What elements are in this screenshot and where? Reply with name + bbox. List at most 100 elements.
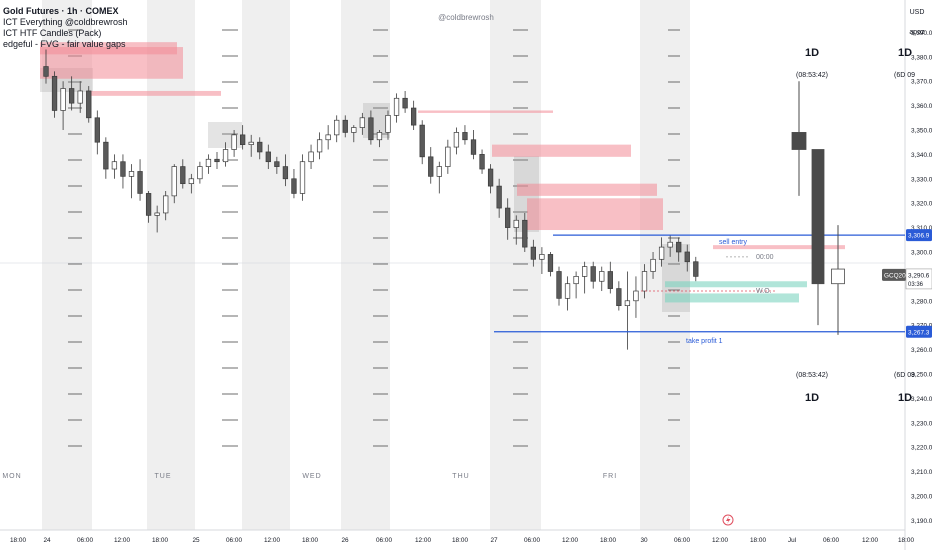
htf-candle-2 [831,225,845,335]
price-tick-label: 3,190.0 [911,518,932,525]
time-tick-label: 06:00 [823,537,839,544]
candle-42 [402,90,408,113]
price-axis[interactable]: 3,390.0 3,380.0 3,370.0 3,360.0 3,350.0 3,340… [882,30,932,525]
event-icon[interactable] [722,514,734,526]
candle-4 [77,81,83,113]
candle-38 [368,110,374,145]
price-tick-label: 3,370.0 [911,79,932,86]
htf-timeframe-bottom-right: 1D [898,392,912,404]
price-tick-label: 3,240.0 [911,396,932,403]
time-tick-label: 18:00 [898,537,914,544]
candle-40 [385,110,391,140]
candle-0 [43,49,49,84]
candle-35 [342,115,348,138]
price-tick-label: 3,280.0 [911,298,932,305]
candle-1 [51,71,58,118]
candle-45 [428,147,434,184]
fvg-zone-5 [517,183,657,196]
time-tick-label: 06:00 [674,537,690,544]
candle-47 [445,139,451,174]
price-tick-label: 3,310.0 [911,225,932,232]
candle-2 [60,81,66,130]
price-tick-label: 3,380.0 [911,54,932,61]
svg-text:3,290.6: 3,290.6 [908,272,930,279]
day-label-fri: FRI [603,473,617,480]
price-tick-label: 3,340.0 [911,152,932,159]
svg-text:3,306.9: 3,306.9 [908,233,930,240]
candle-29 [291,169,297,199]
candle-48 [453,127,460,155]
time-tick-label: 06:00 [524,537,540,544]
htf-countdown-top: (08:53:42) [796,72,828,79]
indicator-3[interactable]: edgeful - FVG - fair value gaps [3,39,126,49]
candle-6 [94,110,100,155]
time-tick-label: 06:00 [226,537,242,544]
candle-22 [231,129,237,157]
candle-7 [103,137,109,179]
candle-71 [650,251,656,279]
candle-21 [222,142,229,167]
candle-55 [513,215,519,245]
fair-value-gaps [40,42,663,231]
indicator-1[interactable]: ICT Everything @coldbrewrosh [3,17,128,27]
candle-14 [163,190,169,221]
time-axis[interactable]: 18:00 24 06:00 12:00 18:00 25 06:00 12:00 18:00 2… [10,537,914,544]
current-price-tag[interactable]: 3,290.6 03:36 [905,268,932,290]
candle-74 [676,237,682,262]
candle-65 [599,266,605,292]
candle-23 [240,125,246,150]
price-tick-label: 3,210.0 [911,469,932,476]
candle-28 [282,154,289,187]
candle-59 [547,251,554,277]
day-label-tue: TUE [155,473,172,480]
candle-54 [505,198,511,240]
target-zone-upper [665,281,807,288]
symbol-tag[interactable]: GCQ2025 [882,268,913,281]
time-tick-label: 18:00 [750,537,766,544]
session-band-1 [147,0,195,530]
htf-timeframe-bottom: 1D [805,392,819,404]
time-tick-label: 25 [192,537,200,544]
take-profit-price-tag[interactable]: 3,267.3 [906,325,932,338]
trade-levels[interactable]: sell entry take profit 1 00:00 W.O. [494,234,905,345]
candle-67 [616,281,622,311]
candle-57 [530,239,536,267]
svg-text:03:36: 03:36 [908,282,924,288]
sell-entry-label: sell entry [719,239,748,246]
candle-18 [197,161,203,184]
candle-20 [214,151,220,170]
candle-32 [316,132,323,160]
session-band-5 [640,0,690,530]
candle-3 [68,76,75,111]
candle-62 [573,271,579,299]
time-tick-label: 18:00 [302,537,318,544]
candle-16 [180,159,186,189]
htf-countdown-bottom-right: (6D 09 [894,372,915,379]
htf-candles-panel: 1D 1D (08:53:42) (6D 09 (08:53:42) (6D 09 1D 1D [791,47,915,404]
time-tick-label: 24 [43,537,51,544]
sell-entry-price-tag[interactable]: 3,306.9 [906,229,932,242]
axis-mode-label[interactable]: apoz [909,29,925,36]
time-tick-label: 30 [640,537,648,544]
candle-56 [522,212,528,252]
day-label-thu: THU [452,473,469,480]
candle-66 [607,261,613,294]
candle-27 [274,156,280,174]
htf-countdown-bottom: (08:53:42) [796,372,828,379]
day-label-wed: WED [302,473,321,480]
indicator-2[interactable]: ICT HTF Candles (Pack) [3,28,102,38]
candle-53 [496,178,502,218]
htf-timeframe-top: 1D [805,47,819,59]
htf-countdown-top-right: (6D 09 [894,72,915,79]
symbol-title[interactable]: Gold Futures · 1h · COMEX [3,6,119,16]
chart-legend: Gold Futures · 1h · COMEX ICT Everything… [3,6,128,50]
svg-text:GCQ2025: GCQ2025 [884,272,913,279]
time-tick-label: 12:00 [862,537,878,544]
time-tick-label: 12:00 [562,537,578,544]
candle-10 [128,164,135,199]
fvg-zone-6 [527,198,663,231]
price-tick-label: 3,250.0 [911,371,932,378]
fvg-zone-4 [492,144,631,157]
